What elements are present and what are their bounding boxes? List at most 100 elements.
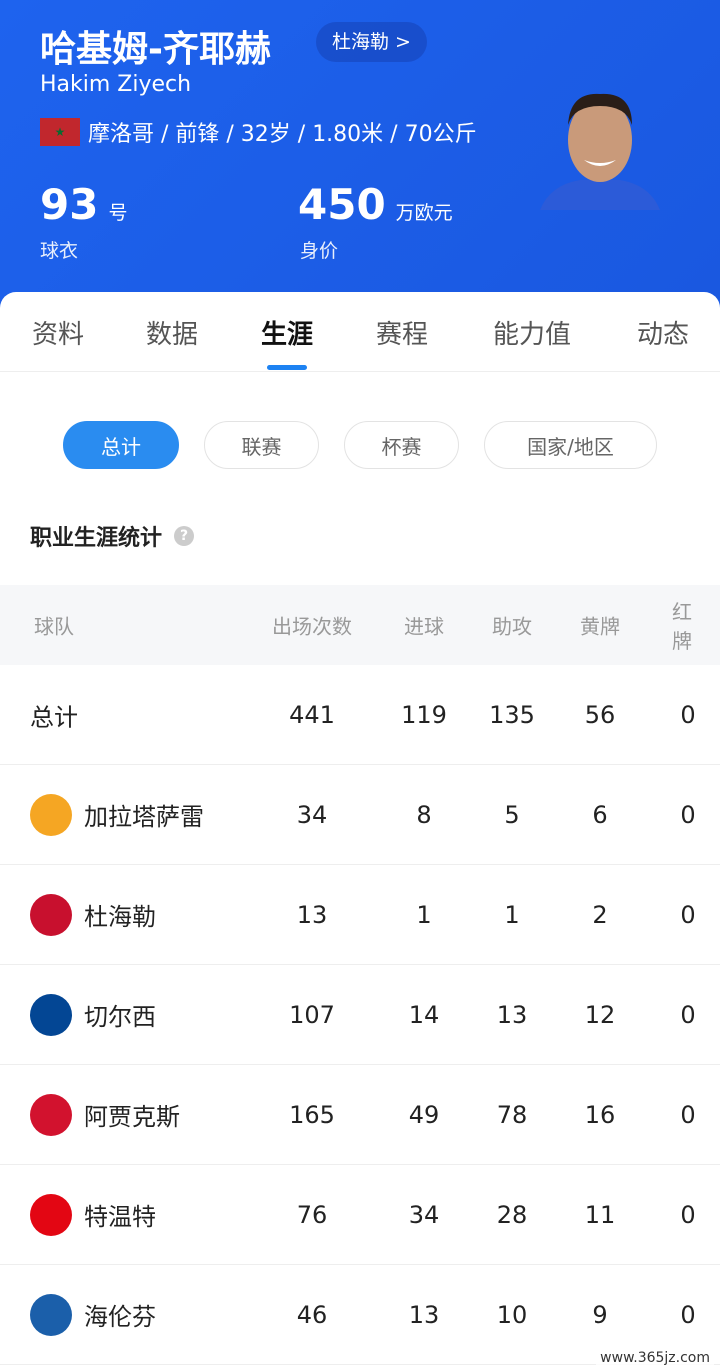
col-assists: 助攻: [492, 614, 532, 639]
market-value: 450 万欧元: [298, 180, 453, 229]
shirt-number-unit: 号: [108, 202, 128, 224]
team-name: 加拉塔萨雷: [84, 803, 204, 831]
filter-national[interactable]: 国家/地区: [484, 421, 657, 469]
stat-cell: 76: [296, 1200, 328, 1229]
tab-career[interactable]: 生涯: [260, 320, 314, 350]
stat-cell: 135: [489, 700, 535, 729]
stat-cell: 0: [680, 1300, 696, 1329]
twente-logo-icon: [30, 1193, 72, 1236]
filter-total[interactable]: 总计: [63, 421, 179, 469]
market-value-amount: 450: [298, 180, 386, 229]
filter-cup[interactable]: 杯赛: [344, 421, 459, 469]
team-cell: 杜海勒: [30, 893, 156, 936]
stat-cell: 1: [416, 900, 432, 929]
tab-profile[interactable]: 资料: [31, 320, 85, 350]
col-goals: 进球: [404, 614, 444, 639]
stat-cell: 28: [496, 1200, 528, 1229]
stat-cell: 14: [408, 1000, 440, 1029]
stat-cell: 6: [592, 800, 608, 829]
tab-news[interactable]: 动态: [636, 320, 690, 350]
stat-cell: 8: [416, 800, 432, 829]
col-red: 红牌: [672, 600, 692, 653]
team-name: 特温特: [84, 1203, 156, 1231]
col-yellow: 黄牌: [580, 614, 620, 639]
shirt-number-value: 93: [40, 180, 99, 229]
team-name: 切尔西: [84, 1003, 156, 1031]
team-cell: 特温特: [30, 1193, 156, 1236]
morocco-flag-icon: ★: [40, 118, 80, 146]
stat-cell: 56: [584, 700, 616, 729]
stat-cell: 119: [401, 700, 447, 729]
team-name: 总计: [30, 703, 78, 731]
watermark: www.365jz.com: [596, 1349, 714, 1367]
section-title-text: 职业生涯统计: [30, 526, 163, 551]
stat-cell: 0: [680, 800, 696, 829]
table-row[interactable]: 海伦芬 46 13 10 9 0: [0, 1265, 720, 1365]
team-cell: 总计: [30, 697, 78, 732]
tab-stats[interactable]: 数据: [145, 320, 199, 350]
tab-bar: 资料 数据 生涯 赛程 能力值 动态: [0, 312, 720, 372]
stat-cell: 13: [296, 900, 328, 929]
content-card: 资料 数据 生涯 赛程 能力值 动态 总计 联赛 杯赛 国家/地区 职业生涯统计…: [0, 292, 720, 1371]
player-meta-text: 摩洛哥 / 前锋 / 32岁 / 1.80米 / 70公斤: [88, 122, 477, 147]
stat-cell: 0: [680, 900, 696, 929]
team-cell: 切尔西: [30, 993, 156, 1036]
tab-ability[interactable]: 能力值: [492, 320, 572, 350]
stat-cell: 46: [296, 1300, 328, 1329]
help-icon[interactable]: ?: [174, 526, 195, 546]
stat-cell: 9: [592, 1300, 608, 1329]
ajax-logo-icon: [30, 1093, 72, 1136]
stat-cell: 49: [408, 1100, 440, 1129]
table-row[interactable]: 加拉塔萨雷 34 8 5 6 0: [0, 765, 720, 865]
player-photo: [540, 93, 660, 210]
shirt-label: 球衣: [40, 240, 79, 262]
stat-cell: 10: [496, 1300, 528, 1329]
col-team: 球队: [34, 614, 74, 639]
stat-cell: 1: [504, 900, 520, 929]
shirt-number: 93 号: [40, 180, 127, 229]
player-meta: ★ 摩洛哥 / 前锋 / 32岁 / 1.80米 / 70公斤: [40, 116, 477, 148]
table-row[interactable]: 特温特 76 34 28 11 0: [0, 1165, 720, 1265]
stat-cell: 165: [289, 1100, 335, 1129]
section-title: 职业生涯统计?: [30, 520, 195, 552]
chelsea-logo-icon: [30, 993, 72, 1036]
table-row[interactable]: 总计 441 119 135 56 0: [0, 665, 720, 765]
stat-cell: 5: [504, 800, 520, 829]
stat-cell: 0: [680, 1000, 696, 1029]
team-name: 杜海勒: [84, 903, 156, 931]
player-header: 哈基姆-齐耶赫 杜海勒 > Hakim Ziyech ★ 摩洛哥 / 前锋 / …: [0, 0, 720, 300]
filter-league[interactable]: 联赛: [204, 421, 319, 469]
stat-cell: 16: [584, 1100, 616, 1129]
galatasaray-logo-icon: [30, 793, 72, 836]
stat-cell: 34: [408, 1200, 440, 1229]
team-name: 阿贾克斯: [84, 1103, 180, 1131]
team-name: 海伦芬: [84, 1303, 156, 1331]
market-value-unit: 万欧元: [395, 202, 453, 224]
stat-cell: 34: [296, 800, 328, 829]
club-link-button[interactable]: 杜海勒 >: [316, 22, 427, 62]
table-row[interactable]: 切尔西 107 14 13 12 0: [0, 965, 720, 1065]
stat-cell: 11: [584, 1200, 616, 1229]
team-cell: 加拉塔萨雷: [30, 793, 204, 836]
stat-cell: 0: [680, 700, 696, 729]
heerenveen-logo-icon: [30, 1293, 72, 1336]
stat-cell: 0: [680, 1200, 696, 1229]
table-row[interactable]: 杜海勒 13 1 1 2 0: [0, 865, 720, 965]
active-tab-indicator: [267, 365, 307, 370]
player-name: 哈基姆-齐耶赫: [40, 29, 271, 70]
duhail-logo-icon: [30, 893, 72, 936]
stat-cell: 441: [289, 700, 335, 729]
table-header: 球队 出场次数 进球 助攻 黄牌 红牌: [0, 585, 720, 665]
team-cell: 海伦芬: [30, 1293, 156, 1336]
market-value-label: 身价: [300, 240, 339, 262]
col-apps: 出场次数: [272, 614, 352, 639]
tab-schedule[interactable]: 赛程: [375, 320, 429, 350]
player-name-english: Hakim Ziyech: [40, 72, 192, 97]
stat-cell: 0: [680, 1100, 696, 1129]
stat-cell: 13: [408, 1300, 440, 1329]
stat-cell: 107: [289, 1000, 335, 1029]
stat-cell: 13: [496, 1000, 528, 1029]
team-cell: 阿贾克斯: [30, 1093, 180, 1136]
table-row[interactable]: 阿贾克斯 165 49 78 16 0: [0, 1065, 720, 1165]
stat-cell: 2: [592, 900, 608, 929]
